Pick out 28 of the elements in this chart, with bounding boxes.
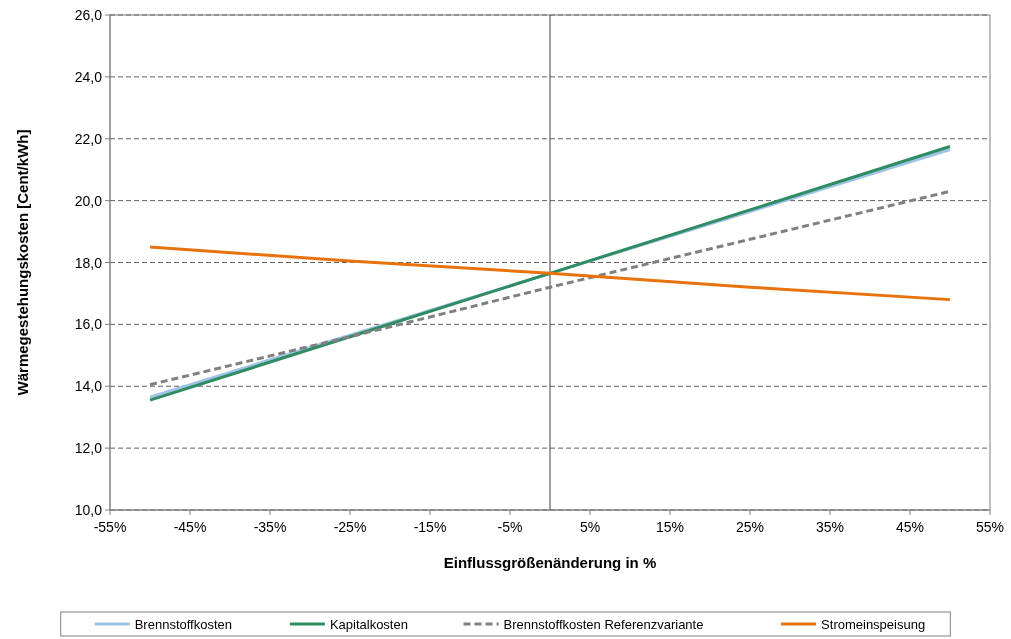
x-tick-label: -45% — [173, 519, 207, 535]
y-tick-label: 16,0 — [74, 316, 103, 333]
x-tick-label: 5% — [579, 519, 601, 535]
x-tick-label: 35% — [815, 519, 845, 535]
y-axis-title: Wärmegestehungskosten [Cent/kWh] — [14, 129, 31, 396]
x-tick-label: 45% — [895, 519, 925, 535]
y-tick-label: 18,0 — [74, 254, 103, 271]
y-tick-label: 22,0 — [74, 130, 103, 147]
y-tick-label: 10,0 — [74, 502, 103, 518]
x-axis-title: Einflussgrößenänderung in % — [443, 554, 657, 571]
legend-label: Kapitalkosten — [329, 617, 408, 632]
y-tick-label: 24,0 — [74, 68, 103, 85]
y-tick-label: 12,0 — [74, 440, 103, 457]
legend-label: Brennstoffkosten Referenzvariante — [503, 617, 704, 632]
legend-label: Brennstoffkosten — [134, 617, 233, 632]
x-tick-label: 15% — [655, 519, 685, 535]
x-tick-label: -35% — [253, 519, 287, 535]
y-tick-label: 14,0 — [74, 378, 103, 395]
legend-label: Stromeinspeisung — [821, 617, 926, 632]
x-tick-label: -5% — [497, 519, 523, 535]
line-series — [148, 245, 952, 302]
x-tick-label: -15% — [413, 519, 447, 535]
x-tick-label: 25% — [735, 519, 765, 535]
x-tick-label: -25% — [333, 519, 367, 535]
x-tick-label: 55% — [975, 519, 1005, 535]
y-tick-label: 26,0 — [74, 7, 103, 23]
x-tick-label: -55% — [93, 519, 127, 535]
y-tick-label: 20,0 — [74, 192, 103, 209]
